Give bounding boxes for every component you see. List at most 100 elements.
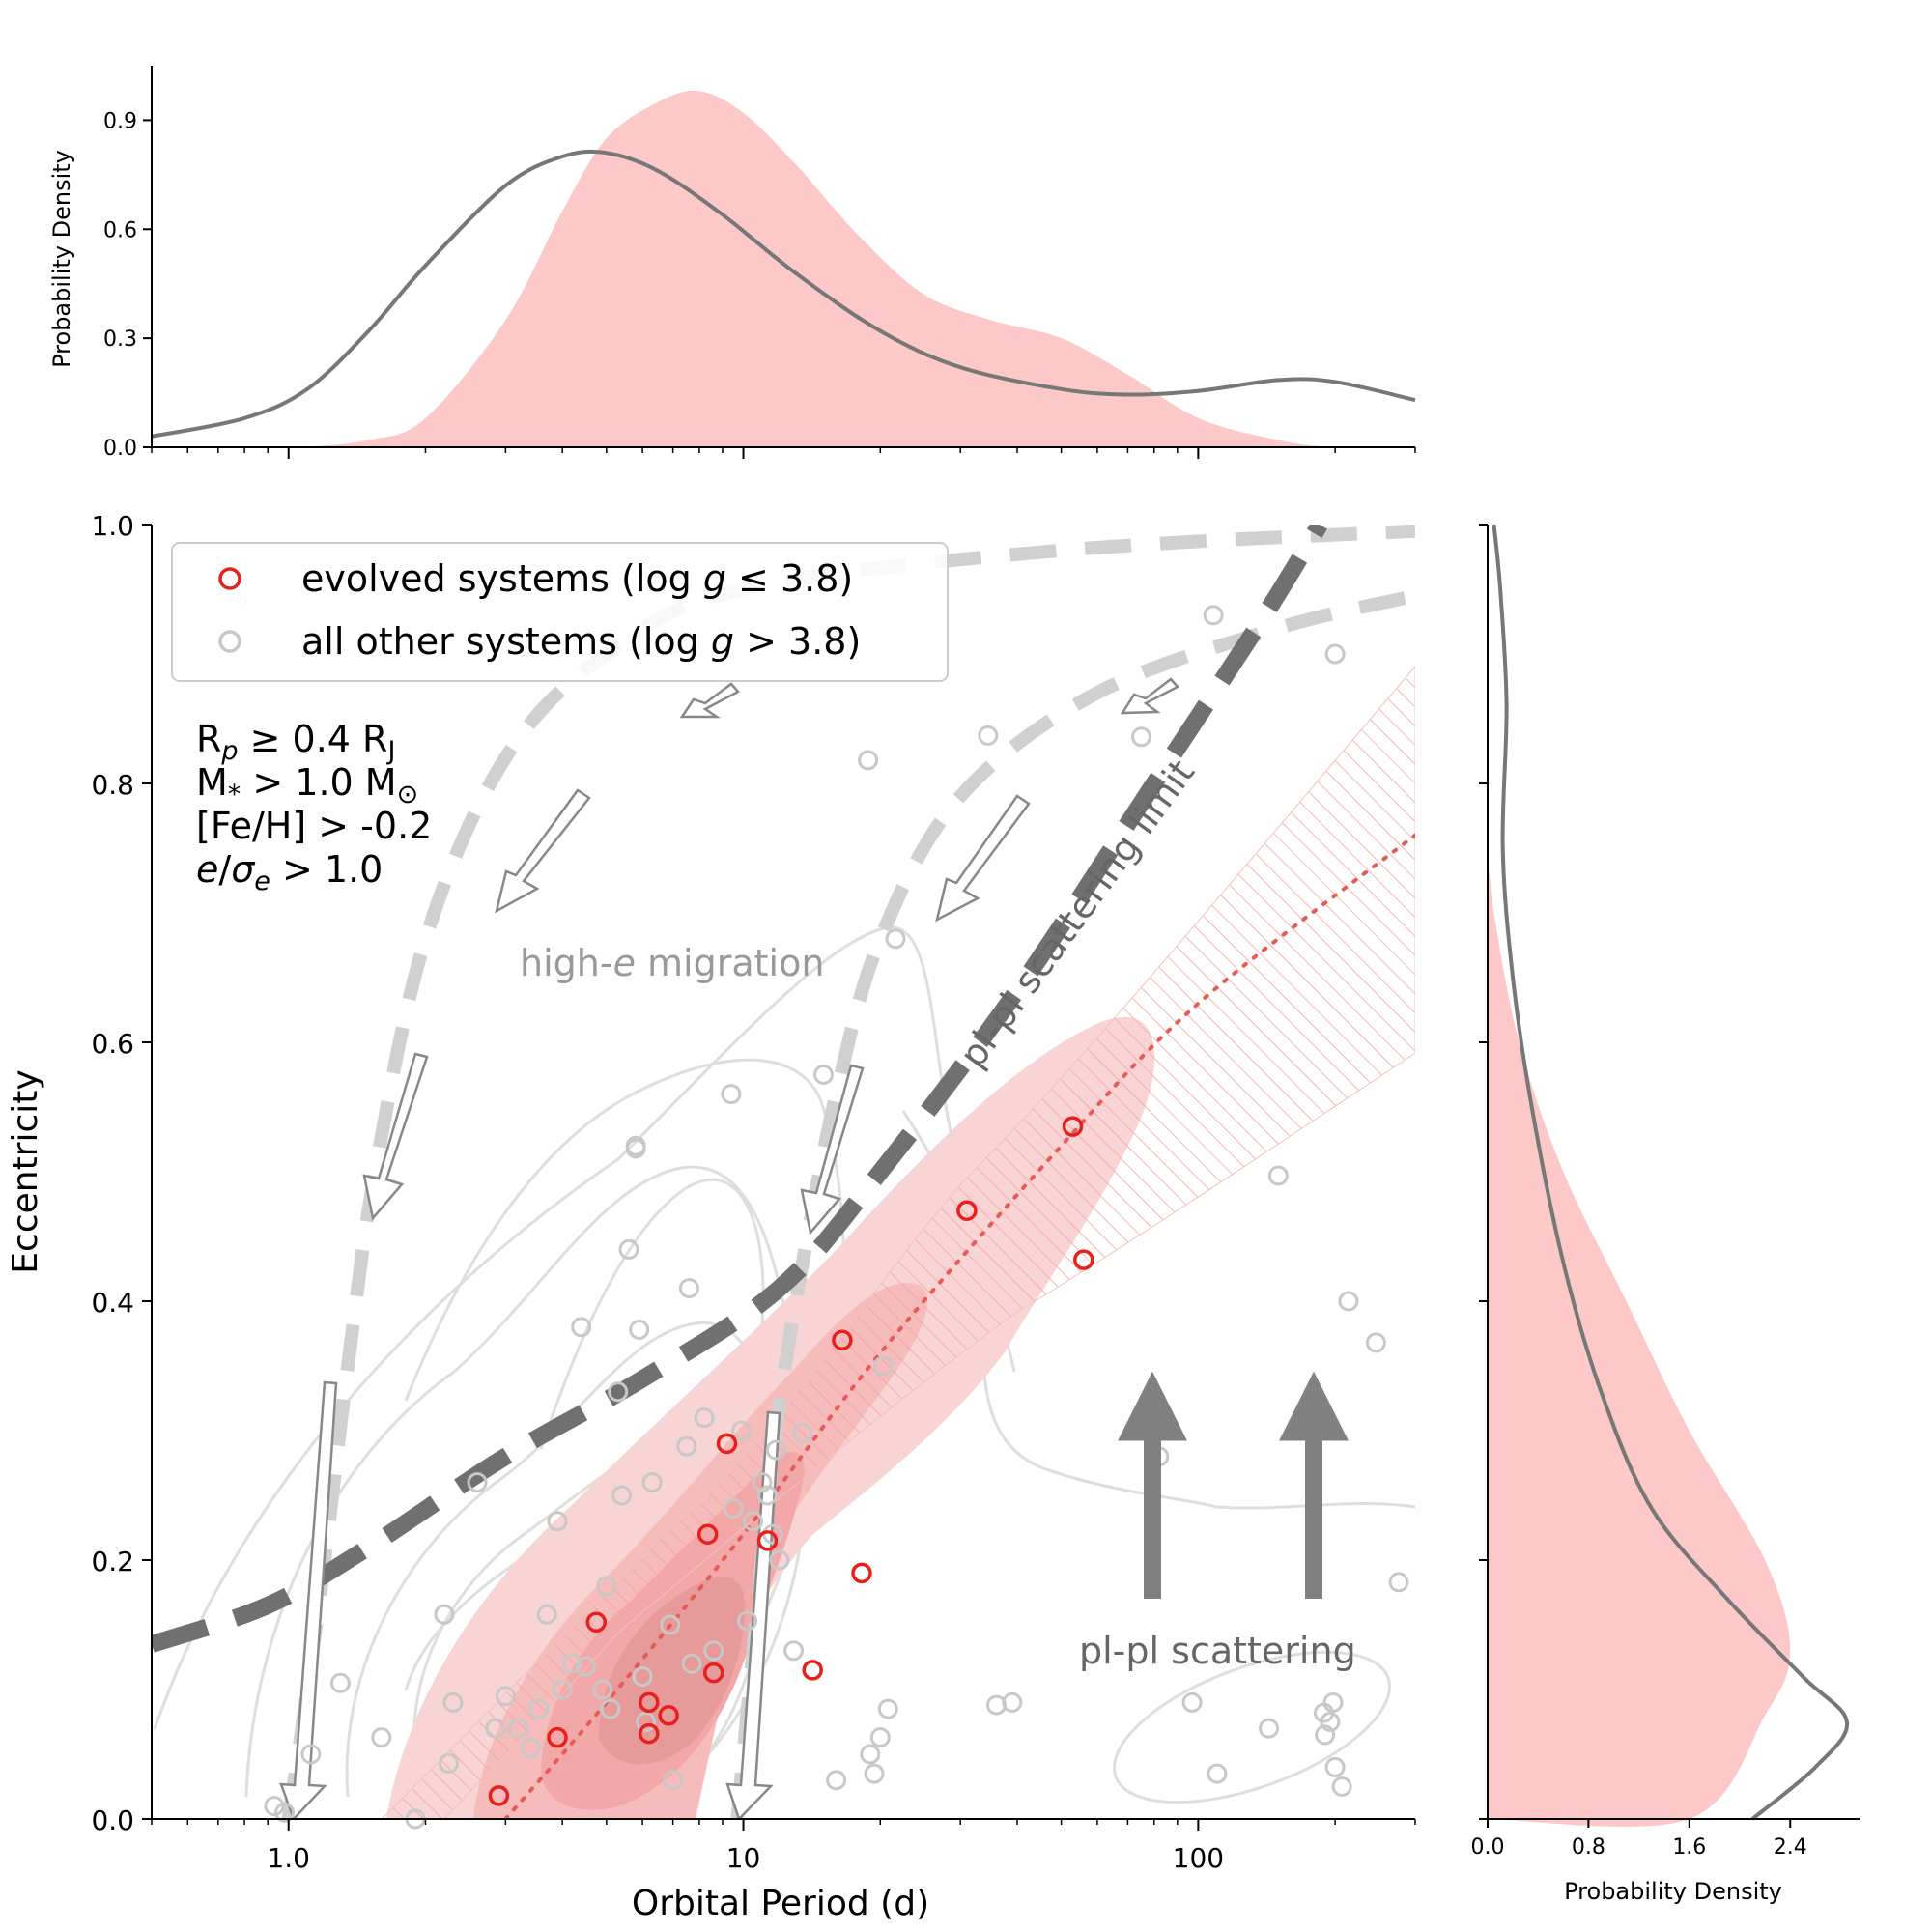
other-system-point <box>1324 643 1346 665</box>
legend-evolved-marker <box>218 567 242 590</box>
high-e-track-inner <box>281 525 1415 1819</box>
other-system-point <box>869 1727 891 1748</box>
evolved-system-point <box>702 1662 724 1684</box>
other-system-point <box>439 1752 459 1774</box>
other-system-point <box>625 1138 646 1159</box>
other-system-point <box>731 1420 752 1441</box>
top-y-tick-label: 0.9 <box>103 109 137 133</box>
fit-uncertainty-hatch <box>381 666 1415 1819</box>
evolved-system-point <box>956 1200 978 1221</box>
main-x-tick-label: 10 <box>726 1842 761 1874</box>
other-system-point <box>660 1614 681 1635</box>
migration-arrow <box>279 1380 338 1819</box>
evolved-system-point <box>802 1660 823 1681</box>
other-system-point <box>1267 1165 1289 1186</box>
migration-arrow <box>495 788 591 914</box>
other-system-point <box>329 1672 351 1693</box>
criteria-line: M* > 1.0 M⊙ <box>196 761 418 810</box>
main-panel: high-e migration pl-pl scattering limit … <box>6 510 1416 1923</box>
high-e-migration-label: high-e migration <box>520 942 824 984</box>
other-system-point <box>1181 1691 1203 1713</box>
other-system-point <box>1322 1691 1344 1713</box>
other-system-point <box>467 1472 488 1493</box>
migration-arrow <box>679 682 740 719</box>
other-system-point <box>561 1653 582 1674</box>
other-system-point <box>596 1576 617 1597</box>
other-system-point <box>1315 1724 1336 1746</box>
other-system-point <box>703 1640 724 1662</box>
other-system-point <box>571 1317 592 1338</box>
other-system-point <box>575 1656 596 1677</box>
other-system-point <box>1259 1718 1279 1739</box>
top-other-kde-line <box>151 149 1416 439</box>
other-system-point <box>1365 1332 1386 1353</box>
right-x-tick-label: 1.6 <box>1672 1835 1706 1860</box>
other-system-point <box>618 1238 639 1260</box>
evolved-system-point <box>756 1530 779 1551</box>
top-y-tick-label: 0.6 <box>103 218 137 242</box>
evolved-system-point <box>639 1722 660 1745</box>
other-system-point <box>485 1718 506 1739</box>
evolved-system-point <box>488 1785 510 1806</box>
main-y-tick-label: 0.2 <box>91 1546 134 1577</box>
other-system-point <box>536 1604 557 1625</box>
other-system-point <box>632 1666 653 1688</box>
top-y-tick-label: 0.3 <box>103 327 137 352</box>
other-system-point <box>300 1744 322 1765</box>
migration-arrow <box>1120 677 1179 715</box>
other-system-point <box>978 724 999 746</box>
main-y-tick-label: 0.8 <box>91 769 134 801</box>
fit-line <box>503 833 1415 1819</box>
migration-arrow <box>362 1052 429 1221</box>
main-x-tick-label: 1.0 <box>267 1842 310 1874</box>
right-x-tick-label: 0.0 <box>1471 1835 1505 1860</box>
other-system-point <box>872 1355 894 1377</box>
evolved-systems-points <box>488 1116 1094 1806</box>
main-y-tick-label: 0.6 <box>91 1028 134 1060</box>
contour-right-cluster <box>1112 1650 1392 1804</box>
other-system-point <box>528 1698 550 1719</box>
evolved-system-point <box>585 1611 608 1634</box>
other-system-point <box>676 1435 697 1457</box>
top-x-ticks <box>151 447 1416 459</box>
legend-evolved-label: evolved systems (log g ≤ 3.8) <box>301 557 853 600</box>
right-kde-panel: 0.0 0.8 1.6 2.4 Probability Density <box>1471 524 1860 1905</box>
other-system-point <box>520 1737 541 1758</box>
main-x-axis-title: Orbital Period (d) <box>632 1884 929 1923</box>
other-system-point <box>1324 1756 1346 1777</box>
evolved-system-point <box>716 1433 738 1455</box>
selection-criteria: Rp ≥ 0.4 RJM* > 1.0 M⊙[Fe/H] > -0.2e/σe … <box>196 718 432 896</box>
other-system-point <box>723 1497 744 1519</box>
other-system-point <box>885 928 906 950</box>
criteria-line: [Fe/H] > -0.2 <box>196 805 432 847</box>
right-x-tick-label: 2.4 <box>1774 1835 1807 1860</box>
right-x-axis-title: Probability Density <box>1564 1878 1782 1905</box>
evolved-system-point <box>851 1562 872 1584</box>
other-system-point <box>611 1485 633 1506</box>
right-x-tick-label: 0.8 <box>1572 1835 1605 1860</box>
criteria-line: e/σe > 1.0 <box>196 848 383 896</box>
top-y-tick-label: 0.0 <box>103 437 137 461</box>
other-system-point <box>1131 726 1151 748</box>
legend-other-label: all other systems (log g > 3.8) <box>301 620 861 663</box>
evolved-system-point <box>696 1523 719 1545</box>
other-system-point <box>769 1549 790 1571</box>
other-system-point <box>783 1640 805 1662</box>
main-y-ticks: 0.0 0.2 0.4 0.6 0.8 1.0 <box>91 510 152 1836</box>
top-y-axis-title: Probability Density <box>48 150 75 368</box>
evolved-system-point <box>639 1691 660 1714</box>
other-system-point <box>1203 605 1224 626</box>
other-system-point <box>1338 1291 1359 1312</box>
main-x-tick-label: 100 <box>1173 1842 1224 1874</box>
evolved-system-point <box>832 1329 853 1350</box>
other-system-point <box>264 1796 285 1817</box>
other-system-point <box>371 1727 392 1748</box>
other-system-point <box>877 1698 898 1719</box>
evolved-system-point <box>547 1726 568 1748</box>
other-system-point <box>663 1770 684 1791</box>
other-system-point <box>813 1065 834 1085</box>
main-y-axis-title: Eccentricity <box>6 1069 45 1273</box>
evolved-system-point <box>658 1705 679 1726</box>
right-other-kde-line <box>1492 524 1849 1821</box>
other-system-point <box>864 1763 885 1784</box>
